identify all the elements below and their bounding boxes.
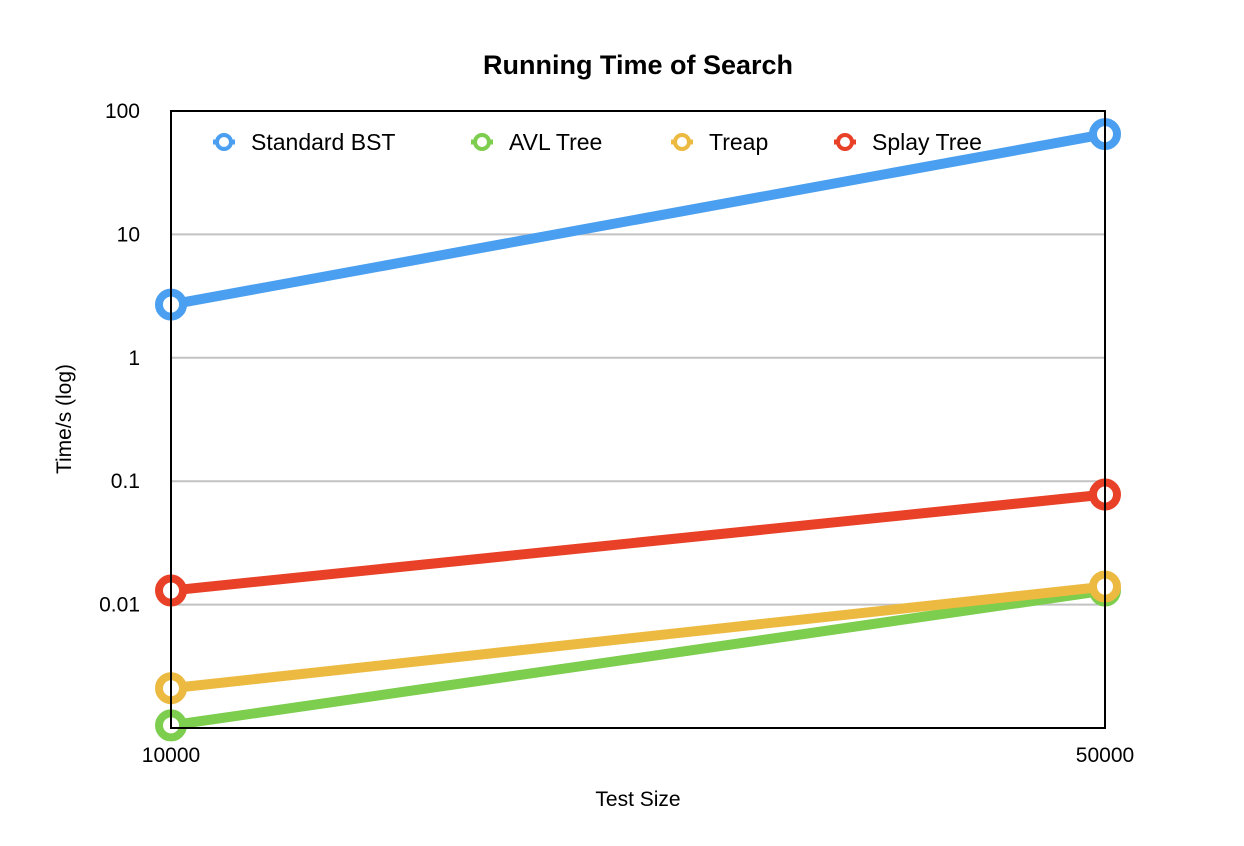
series (155, 118, 1121, 742)
plot-frame (170, 110, 1106, 729)
chart-title: Running Time of Search (483, 50, 793, 80)
legend-marker (473, 133, 491, 151)
series-line (166, 581, 1110, 694)
legend-label: Splay Tree (872, 129, 982, 155)
series-line (166, 585, 1110, 731)
y-tick-label: 1 (128, 347, 140, 370)
legend-label: AVL Tree (509, 129, 602, 155)
y-tick-label: 100 (105, 100, 140, 123)
x-tick-labels: 10000 50000 (142, 744, 1134, 767)
series-line (166, 489, 1110, 596)
legend-item: Treap (671, 129, 768, 155)
y-tick-label: 0.01 (99, 594, 140, 617)
legend-item: Splay Tree (834, 129, 982, 155)
x-tick-label: 50000 (1076, 744, 1134, 767)
series-treap (155, 570, 1121, 705)
legend-item: AVL Tree (471, 129, 602, 155)
y-tick-label: 10 (117, 223, 140, 246)
legend: Standard BST AVL Tree Treap Splay Tree (213, 129, 982, 155)
y-axis-title: Time/s (log) (53, 364, 76, 474)
legend-label: Standard BST (251, 129, 395, 155)
x-axis-title: Test Size (595, 788, 680, 811)
series-splay-tree (155, 478, 1121, 607)
legend-marker (215, 133, 233, 151)
y-tick-labels: 100 10 1 0.1 0.01 (99, 100, 140, 617)
legend-item: Standard BST (213, 129, 395, 155)
legend-marker (836, 133, 854, 151)
legend-marker (673, 133, 691, 151)
series-line (166, 129, 1110, 310)
grid (171, 233, 1105, 606)
legend-label: Treap (709, 129, 768, 155)
y-tick-label: 0.1 (111, 470, 140, 493)
x-tick-label: 10000 (142, 744, 200, 767)
